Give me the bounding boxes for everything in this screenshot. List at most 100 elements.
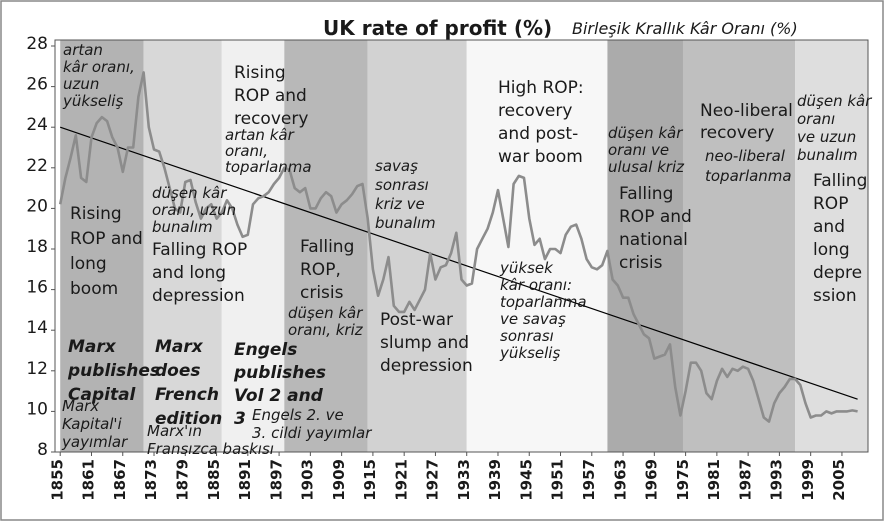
x-tick-label: 2005 [830,459,848,501]
annotation: toparlanma [225,158,312,176]
annotation: edition [155,409,222,429]
y-tick-label: 14 [26,318,48,338]
annotation: 3. cildi yayımlar [252,424,372,442]
annotation: yayımlar [61,433,128,451]
x-tick-label: 1933 [455,459,473,501]
annotation: Marx [62,397,99,415]
y-tick-label: 20 [26,196,48,216]
y-tick-label: 16 [26,278,48,298]
x-tick-label: 1897 [267,459,285,501]
x-tick-label: 1855 [48,459,66,501]
annotation: Falling [300,237,354,257]
annotation: recovery [498,101,572,121]
annotation: Vol 2 and [234,386,324,406]
x-tick-label: 1975 [674,459,692,501]
annotation: kâr oranı: [500,276,572,294]
annotation: High ROP: [498,78,584,98]
annotation: long [813,240,850,260]
annotation: national [619,230,688,250]
x-tick-label: 1885 [205,459,223,501]
x-tick-label: 1945 [517,459,535,501]
x-tick-label: 1969 [643,459,661,501]
annotation: Marx [68,337,117,357]
x-tick-label: 1999 [799,459,817,501]
annotation: artan kâr [225,126,295,144]
period-band [367,40,467,452]
y-tick-label: 28 [26,34,48,54]
annotation: recovery [700,123,774,143]
annotation: depression [380,356,473,376]
annotation: depression [152,286,245,306]
profit-line [58,71,858,423]
annotation: ROP and [70,229,143,249]
annotation: neo-liberal [705,147,786,165]
annotation: war boom [498,147,583,167]
x-tick-label: 1963 [611,459,629,501]
annotation: Engels 2. ve [252,406,344,424]
x-tick-label: 1987 [736,459,754,501]
annotation: kâr oranı, [63,58,135,76]
annotation: 3 [234,409,246,429]
annotation: Post-war [380,310,453,330]
annotation: düşen kâr [797,92,872,110]
annotation: oranı, [225,142,268,160]
x-tick-label: 1939 [486,459,504,501]
x-tick-label: 1927 [424,459,442,501]
annotation: Engels [234,340,297,360]
annotation: ROP and [234,86,307,106]
period-band [682,40,796,452]
annotation: depre [813,263,862,283]
annotation: oranı, uzun [152,201,236,219]
annotation: oranı ve [608,141,669,159]
annotation: crisis [300,283,344,303]
x-tick-label: 1879 [173,459,191,501]
period-band [60,40,144,452]
annotation: ROP and [619,207,692,227]
annotation: crisis [619,253,663,273]
annotation: ROP, [300,260,341,280]
annotation: kriz ve [375,195,425,213]
annotation: Marx'ın [147,422,202,440]
annotation: ulusal kriz [608,158,685,176]
annotation: ROP [813,194,848,214]
annotation: Fransızca baskısı [147,440,274,458]
annotation: Neo-liberal [700,101,793,121]
annotation: boom [70,279,118,299]
annotation: long [70,254,107,274]
annotation: yükseliş [499,344,560,362]
annotation: sonrası [375,176,429,194]
chart-subtitle: Birleşik Krallık Kâr Oranı (%) [572,19,798,38]
annotation: bunalım [797,146,858,164]
annotation: artan [63,41,103,59]
annotation: ve savaş [500,310,566,328]
plot-frame [54,39,869,453]
annotation: toparlanma [705,167,792,185]
y-tick-label: 10 [26,399,48,419]
y-tick-label: 8 [37,440,48,460]
chart-title: UK rate of profit (%) [323,16,552,40]
annotation: Falling ROP [152,240,247,260]
annotation: and post- [498,124,578,144]
y-tick-label: 18 [26,237,48,257]
annotation: Rising [70,204,122,224]
annotation: slump and [380,333,469,353]
x-tick-label: 1867 [111,459,129,501]
period-band [284,40,368,452]
annotation: savaş [375,157,418,175]
annotation: publishes [233,363,326,383]
x-tick-label: 1915 [361,459,379,501]
annotation: recovery [234,109,308,129]
annotation: Kapital'i [62,415,123,433]
annotation: ve uzun [797,128,856,146]
period-band [607,40,683,452]
annotation: does [155,361,201,381]
annotation: oranı [797,110,835,128]
annotation: Capital [68,385,137,405]
annotation: Falling [619,184,673,204]
annotation: yüksek [499,259,554,277]
annotation: and [813,217,845,237]
annotation: publishes [67,361,160,381]
annotation: düşen kâr [288,304,363,322]
period-band [143,40,222,452]
